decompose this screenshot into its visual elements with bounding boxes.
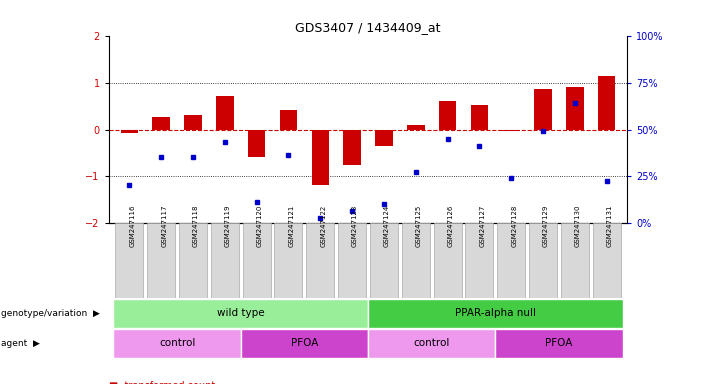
Bar [529,223,557,298]
Bar [243,223,271,298]
Bar [147,223,175,298]
Text: GSM247124: GSM247124 [384,205,390,247]
Bar [179,223,207,298]
Bar [470,105,488,130]
Bar [152,117,170,130]
Text: GSM247123: GSM247123 [352,205,358,247]
Bar [465,223,494,298]
Text: GSM247117: GSM247117 [161,204,167,247]
Bar [368,299,622,328]
Bar [184,115,202,130]
Text: GSM247119: GSM247119 [225,204,231,247]
Text: GSM247125: GSM247125 [416,205,422,247]
Text: wild type: wild type [217,308,264,318]
Text: GSM247129: GSM247129 [543,205,549,247]
Bar [306,223,334,298]
Text: GSM247130: GSM247130 [575,204,581,247]
Bar [338,223,366,298]
Text: genotype/variation  ▶: genotype/variation ▶ [1,309,100,318]
Text: control: control [159,338,196,348]
Bar [121,130,138,133]
Bar [280,109,297,130]
Bar [402,223,430,298]
Text: PFOA: PFOA [291,338,318,348]
Bar [434,223,461,298]
Bar [248,130,266,157]
Bar [370,223,398,298]
Bar [503,130,520,131]
Text: GSM247127: GSM247127 [479,205,485,247]
Bar [311,130,329,185]
Bar [343,130,361,164]
Bar [496,329,622,358]
Bar [566,87,584,130]
Bar [368,329,496,358]
Bar [534,89,552,130]
Title: GDS3407 / 1434409_at: GDS3407 / 1434409_at [295,21,441,34]
Text: PPAR-alpha null: PPAR-alpha null [455,308,536,318]
Text: PFOA: PFOA [545,338,573,348]
Bar [211,223,239,298]
Text: GSM247118: GSM247118 [193,204,199,247]
Bar [275,223,302,298]
Bar [240,329,368,358]
Bar [216,96,233,130]
Text: GSM247121: GSM247121 [289,205,294,247]
Bar [561,223,589,298]
Text: ■  transformed count: ■ transformed count [109,381,215,384]
Bar [407,125,425,130]
Text: GSM247120: GSM247120 [257,205,263,247]
Bar [497,223,525,298]
Text: GSM247116: GSM247116 [130,204,135,247]
Text: control: control [414,338,450,348]
Text: GSM247131: GSM247131 [606,204,613,247]
Bar [114,299,368,328]
Text: GSM247122: GSM247122 [320,205,326,247]
Bar [116,223,143,298]
Bar [439,101,456,130]
Text: GSM247126: GSM247126 [447,205,454,247]
Text: GSM247128: GSM247128 [511,205,517,247]
Bar [593,223,620,298]
Bar [598,76,615,130]
Text: agent  ▶: agent ▶ [1,339,40,348]
Bar [114,329,240,358]
Bar [375,130,393,146]
